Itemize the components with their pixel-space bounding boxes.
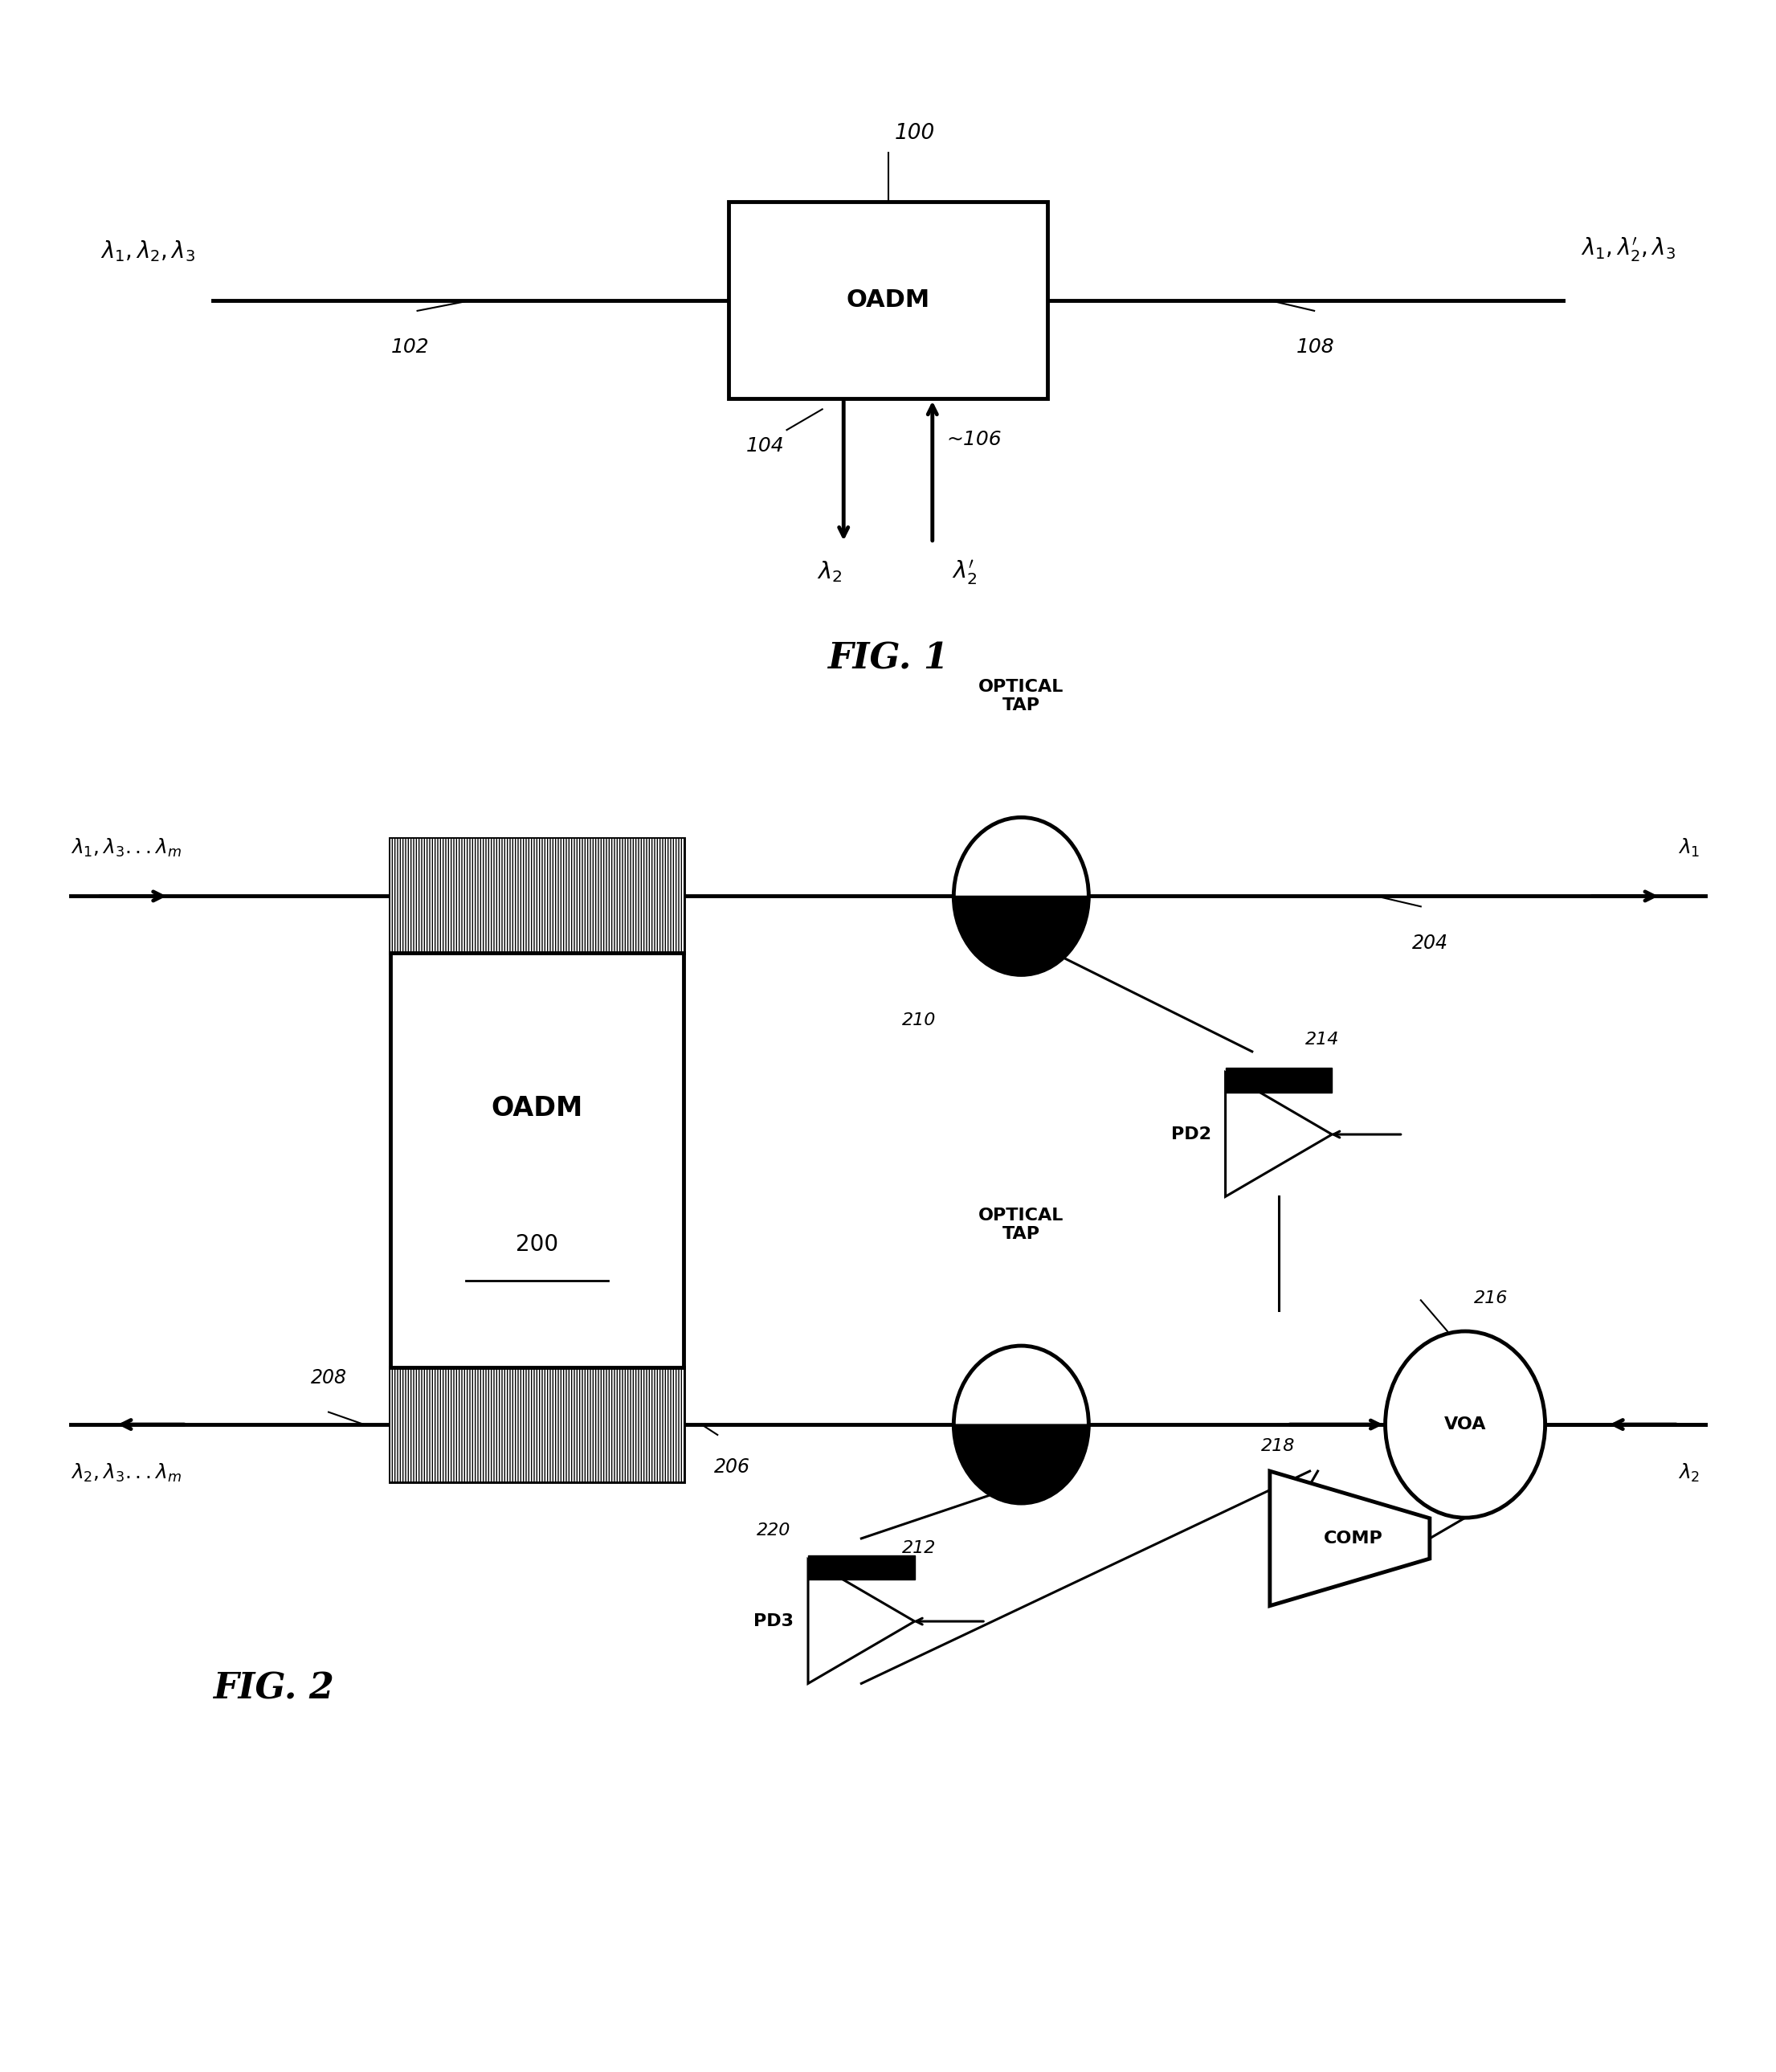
Text: 206: 206 [714, 1459, 749, 1477]
Text: $\lambda_1$: $\lambda_1$ [1678, 837, 1700, 858]
Text: $\lambda_1,\lambda_3...\lambda_m$: $\lambda_1,\lambda_3...\lambda_m$ [71, 837, 183, 858]
Polygon shape [1270, 1471, 1430, 1606]
Text: 218: 218 [1261, 1438, 1295, 1455]
Text: PD2: PD2 [1170, 1127, 1211, 1142]
Text: OPTICAL
TAP: OPTICAL TAP [979, 680, 1064, 713]
Text: $\lambda_2$: $\lambda_2$ [817, 559, 842, 584]
Text: 108: 108 [1296, 338, 1336, 356]
Text: VOA: VOA [1444, 1417, 1487, 1432]
Text: 216: 216 [1474, 1291, 1508, 1307]
Polygon shape [1225, 1073, 1332, 1198]
Text: 100: 100 [895, 122, 934, 145]
Text: 204: 204 [1412, 932, 1447, 953]
Text: 210: 210 [902, 1013, 936, 1028]
Text: 102: 102 [391, 338, 430, 356]
Circle shape [1385, 1332, 1545, 1517]
Text: 220: 220 [757, 1523, 790, 1537]
Text: 212: 212 [902, 1542, 936, 1556]
Text: PD3: PD3 [753, 1614, 794, 1629]
Text: $\lambda_2$: $\lambda_2$ [1678, 1463, 1700, 1484]
Bar [391, 839, 684, 953]
Text: $\lambda_1,\lambda_2^{\prime},\lambda_3$: $\lambda_1,\lambda_2^{\prime},\lambda_3$ [1581, 236, 1675, 263]
Text: OPTICAL
TAP: OPTICAL TAP [979, 1208, 1064, 1243]
Bar [808, 1554, 915, 1581]
Bar [1225, 1069, 1332, 1094]
Polygon shape [954, 895, 1089, 974]
Text: 104: 104 [746, 437, 785, 456]
Text: 208: 208 [311, 1368, 346, 1388]
Polygon shape [808, 1558, 915, 1682]
Text: 202: 202 [444, 932, 480, 953]
Text: 200: 200 [515, 1233, 559, 1256]
Text: $\lambda_2,\lambda_3...\lambda_m$: $\lambda_2,\lambda_3...\lambda_m$ [71, 1463, 183, 1484]
Text: FIG. 1: FIG. 1 [828, 642, 948, 675]
Bar [391, 839, 684, 1481]
Text: OADM: OADM [845, 288, 931, 313]
Circle shape [954, 1347, 1089, 1504]
Polygon shape [954, 1426, 1089, 1502]
Text: 214: 214 [1305, 1032, 1339, 1046]
Text: FIG. 2: FIG. 2 [213, 1672, 334, 1705]
Bar [728, 203, 1048, 398]
Circle shape [954, 818, 1089, 976]
Text: $\lambda_2^{\prime}$: $\lambda_2^{\prime}$ [952, 559, 977, 588]
Text: COMP: COMP [1323, 1531, 1382, 1546]
Text: $\lambda_1,\lambda_2,\lambda_3$: $\lambda_1,\lambda_2,\lambda_3$ [101, 238, 195, 263]
Text: ~106: ~106 [947, 431, 1002, 450]
Bar [391, 1368, 684, 1481]
Text: OADM: OADM [492, 1096, 583, 1121]
